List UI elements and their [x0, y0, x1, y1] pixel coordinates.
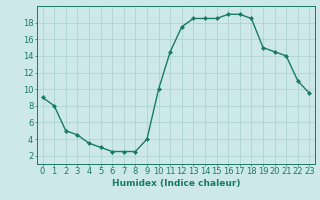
X-axis label: Humidex (Indice chaleur): Humidex (Indice chaleur) — [112, 179, 240, 188]
